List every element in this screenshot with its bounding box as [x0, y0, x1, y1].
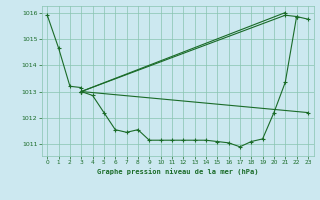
X-axis label: Graphe pression niveau de la mer (hPa): Graphe pression niveau de la mer (hPa) — [97, 168, 258, 175]
